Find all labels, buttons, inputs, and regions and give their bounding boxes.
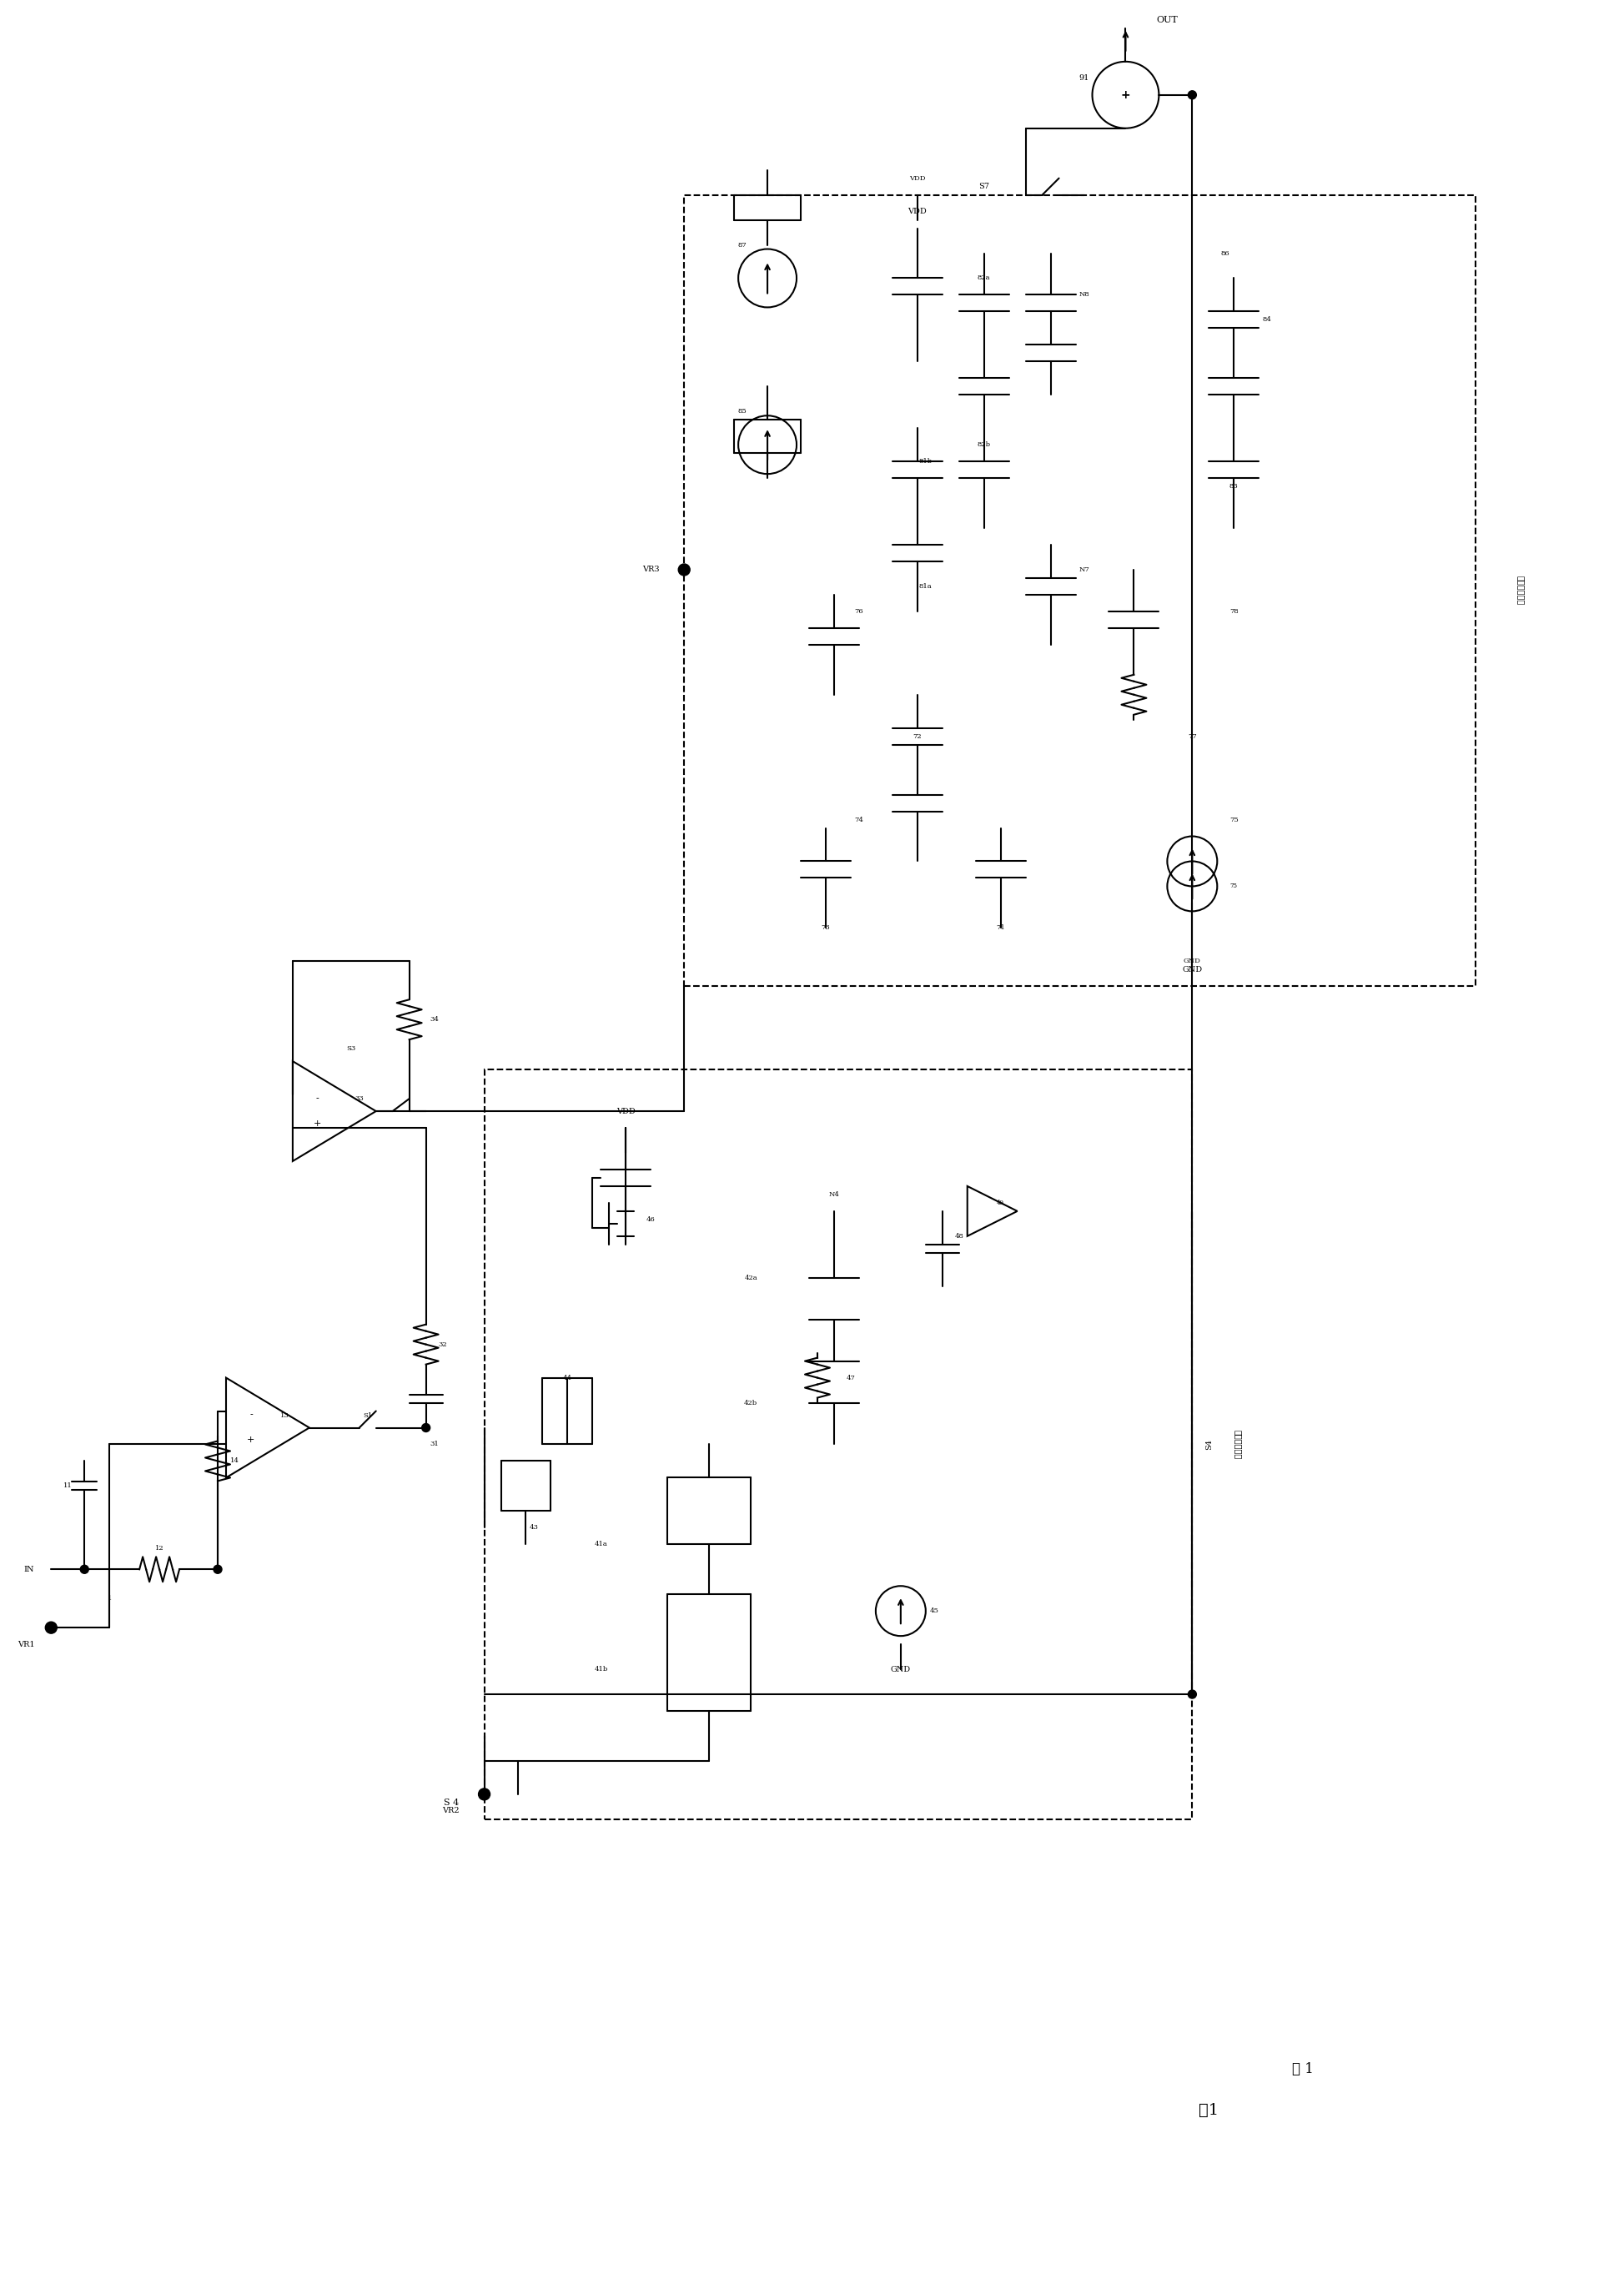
Text: VR1: VR1 xyxy=(18,1641,34,1648)
Text: GND: GND xyxy=(890,1666,911,1673)
Text: 74: 74 xyxy=(854,816,864,823)
Text: 45: 45 xyxy=(929,1607,939,1614)
Text: 82a: 82a xyxy=(978,276,991,283)
Circle shape xyxy=(479,1789,490,1800)
Circle shape xyxy=(422,1424,430,1431)
Text: VDD: VDD xyxy=(909,175,926,182)
Text: 48: 48 xyxy=(955,1233,963,1240)
Text: 49: 49 xyxy=(997,1199,1004,1206)
Text: 82b: 82b xyxy=(978,442,991,449)
Circle shape xyxy=(213,1566,222,1573)
Text: 77: 77 xyxy=(1187,734,1197,741)
Text: N8: N8 xyxy=(1078,292,1090,299)
Text: VR2: VR2 xyxy=(442,1807,460,1814)
Text: 峰值保持电路: 峰值保持电路 xyxy=(1234,1429,1241,1459)
Text: 75: 75 xyxy=(1229,816,1239,823)
Text: 87: 87 xyxy=(737,242,747,248)
Text: 81a: 81a xyxy=(919,583,932,590)
Text: S4: S4 xyxy=(1205,1438,1213,1449)
Text: 31: 31 xyxy=(430,1440,438,1447)
Text: 75: 75 xyxy=(1229,882,1237,889)
Text: S1: S1 xyxy=(362,1413,372,1418)
Text: 71: 71 xyxy=(996,925,1005,932)
Text: VR3: VR3 xyxy=(641,565,659,574)
Text: +: + xyxy=(1121,89,1130,100)
Circle shape xyxy=(80,1566,89,1573)
Text: 43: 43 xyxy=(529,1525,539,1531)
Text: 72: 72 xyxy=(913,734,922,741)
Text: GND: GND xyxy=(1182,966,1202,973)
Text: 41a: 41a xyxy=(594,1541,607,1547)
Text: 73: 73 xyxy=(822,925,830,932)
Text: 85: 85 xyxy=(737,408,747,415)
Circle shape xyxy=(1189,91,1197,98)
Text: N7: N7 xyxy=(1078,567,1090,572)
Text: 14: 14 xyxy=(231,1459,239,1465)
Text: 42a: 42a xyxy=(744,1274,757,1281)
Circle shape xyxy=(45,1623,57,1634)
Text: 12: 12 xyxy=(154,1545,164,1552)
Text: -: - xyxy=(250,1411,253,1420)
Text: 44: 44 xyxy=(564,1374,572,1381)
Text: 11: 11 xyxy=(63,1484,73,1490)
Text: IN: IN xyxy=(24,1566,34,1573)
Text: 46: 46 xyxy=(646,1217,656,1224)
Text: 34: 34 xyxy=(430,1016,438,1023)
Text: 47: 47 xyxy=(846,1374,856,1381)
Text: GND: GND xyxy=(1184,957,1200,964)
Text: VDD: VDD xyxy=(908,207,927,214)
Text: 33: 33 xyxy=(354,1096,364,1103)
Text: S7: S7 xyxy=(979,182,989,191)
Text: 峰值保持电路: 峰值保持电路 xyxy=(1517,577,1525,606)
Circle shape xyxy=(1189,1691,1197,1698)
Text: 图1: 图1 xyxy=(1199,2104,1220,2117)
Text: 78: 78 xyxy=(1229,608,1239,615)
Text: +: + xyxy=(247,1436,255,1445)
Circle shape xyxy=(679,563,690,577)
Text: 41b: 41b xyxy=(594,1666,607,1673)
Text: VDD: VDD xyxy=(617,1108,635,1114)
Text: 86: 86 xyxy=(1221,251,1229,258)
Text: 83: 83 xyxy=(1229,483,1239,490)
Text: 91: 91 xyxy=(1078,75,1090,82)
Text: 13: 13 xyxy=(279,1413,289,1418)
Text: 图 1: 图 1 xyxy=(1293,2062,1314,2076)
Text: OUT: OUT xyxy=(1156,16,1177,25)
Text: 42b: 42b xyxy=(744,1399,757,1406)
Text: N4: N4 xyxy=(828,1192,840,1199)
Text: -: - xyxy=(317,1094,320,1103)
Text: 84: 84 xyxy=(1262,317,1272,324)
Text: S3: S3 xyxy=(346,1046,356,1053)
Text: 76: 76 xyxy=(854,608,864,615)
Text: 1: 1 xyxy=(107,1595,112,1602)
Text: 81b: 81b xyxy=(919,458,932,465)
Text: S 4: S 4 xyxy=(443,1798,460,1807)
Text: +: + xyxy=(313,1119,322,1128)
Text: 32: 32 xyxy=(438,1340,447,1347)
